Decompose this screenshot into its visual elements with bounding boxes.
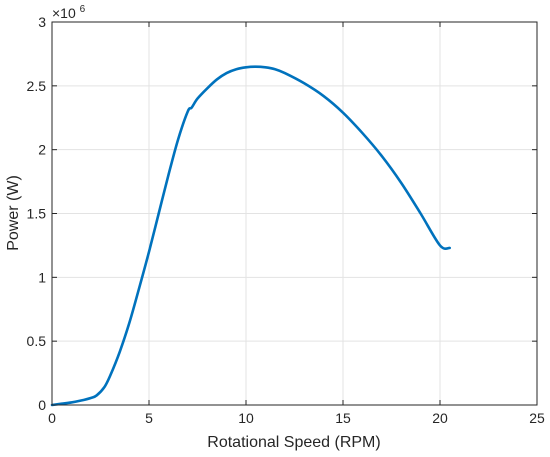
x-tick-label: 20 (432, 410, 448, 426)
y-tick-label: 1 (38, 269, 46, 285)
y-exponent-label: ×10 6 (52, 4, 86, 21)
x-tick-label: 10 (238, 410, 254, 426)
series-group (50, 65, 451, 407)
tick-marks (51, 21, 538, 406)
x-tick-label: 25 (529, 410, 545, 426)
x-tick-labels: 0 5 10 15 20 25 (48, 410, 545, 426)
grid-lines (51, 21, 538, 406)
y-tick-label: 0 (38, 397, 46, 413)
x-tick-label: 15 (335, 410, 351, 426)
x-tick-label: 0 (48, 410, 56, 426)
power-series-line (50, 65, 451, 407)
y-tick-labels: 0 0.5 1 1.5 2 2.5 3 (27, 14, 47, 413)
y-exponent-base: ×10 (52, 5, 76, 21)
y-tick-label: 2.5 (27, 78, 47, 94)
y-tick-label: 0.5 (27, 333, 47, 349)
x-axis-label: Rotational Speed (RPM) (207, 434, 380, 451)
y-axis-label: Power (W) (5, 175, 22, 251)
y-tick-label: 3 (38, 14, 46, 30)
y-exponent-power: 6 (80, 4, 86, 15)
x-tick-label: 5 (145, 410, 153, 426)
y-tick-label: 1.5 (27, 206, 47, 222)
y-tick-label: 2 (38, 142, 46, 158)
